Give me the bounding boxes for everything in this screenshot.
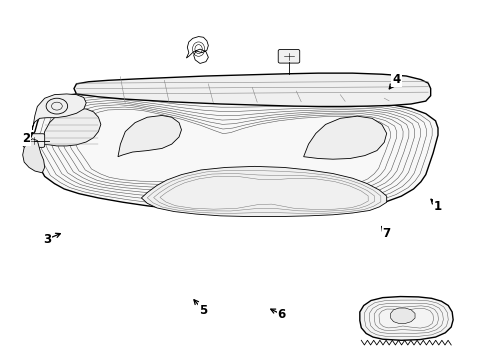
Text: 1: 1 — [434, 201, 442, 213]
FancyBboxPatch shape — [23, 134, 45, 147]
Text: 2: 2 — [22, 132, 30, 145]
Polygon shape — [391, 308, 415, 323]
Polygon shape — [32, 94, 86, 130]
Polygon shape — [304, 116, 387, 159]
Text: 6: 6 — [277, 308, 286, 321]
Polygon shape — [360, 297, 453, 340]
Polygon shape — [74, 73, 431, 107]
Text: 4: 4 — [392, 73, 401, 86]
Polygon shape — [23, 139, 45, 173]
FancyBboxPatch shape — [278, 49, 300, 63]
Polygon shape — [42, 108, 101, 146]
Polygon shape — [27, 92, 438, 212]
Text: 3: 3 — [43, 233, 51, 246]
Polygon shape — [118, 116, 181, 157]
Polygon shape — [142, 166, 387, 217]
Text: 5: 5 — [199, 305, 208, 318]
Text: 7: 7 — [383, 227, 391, 240]
